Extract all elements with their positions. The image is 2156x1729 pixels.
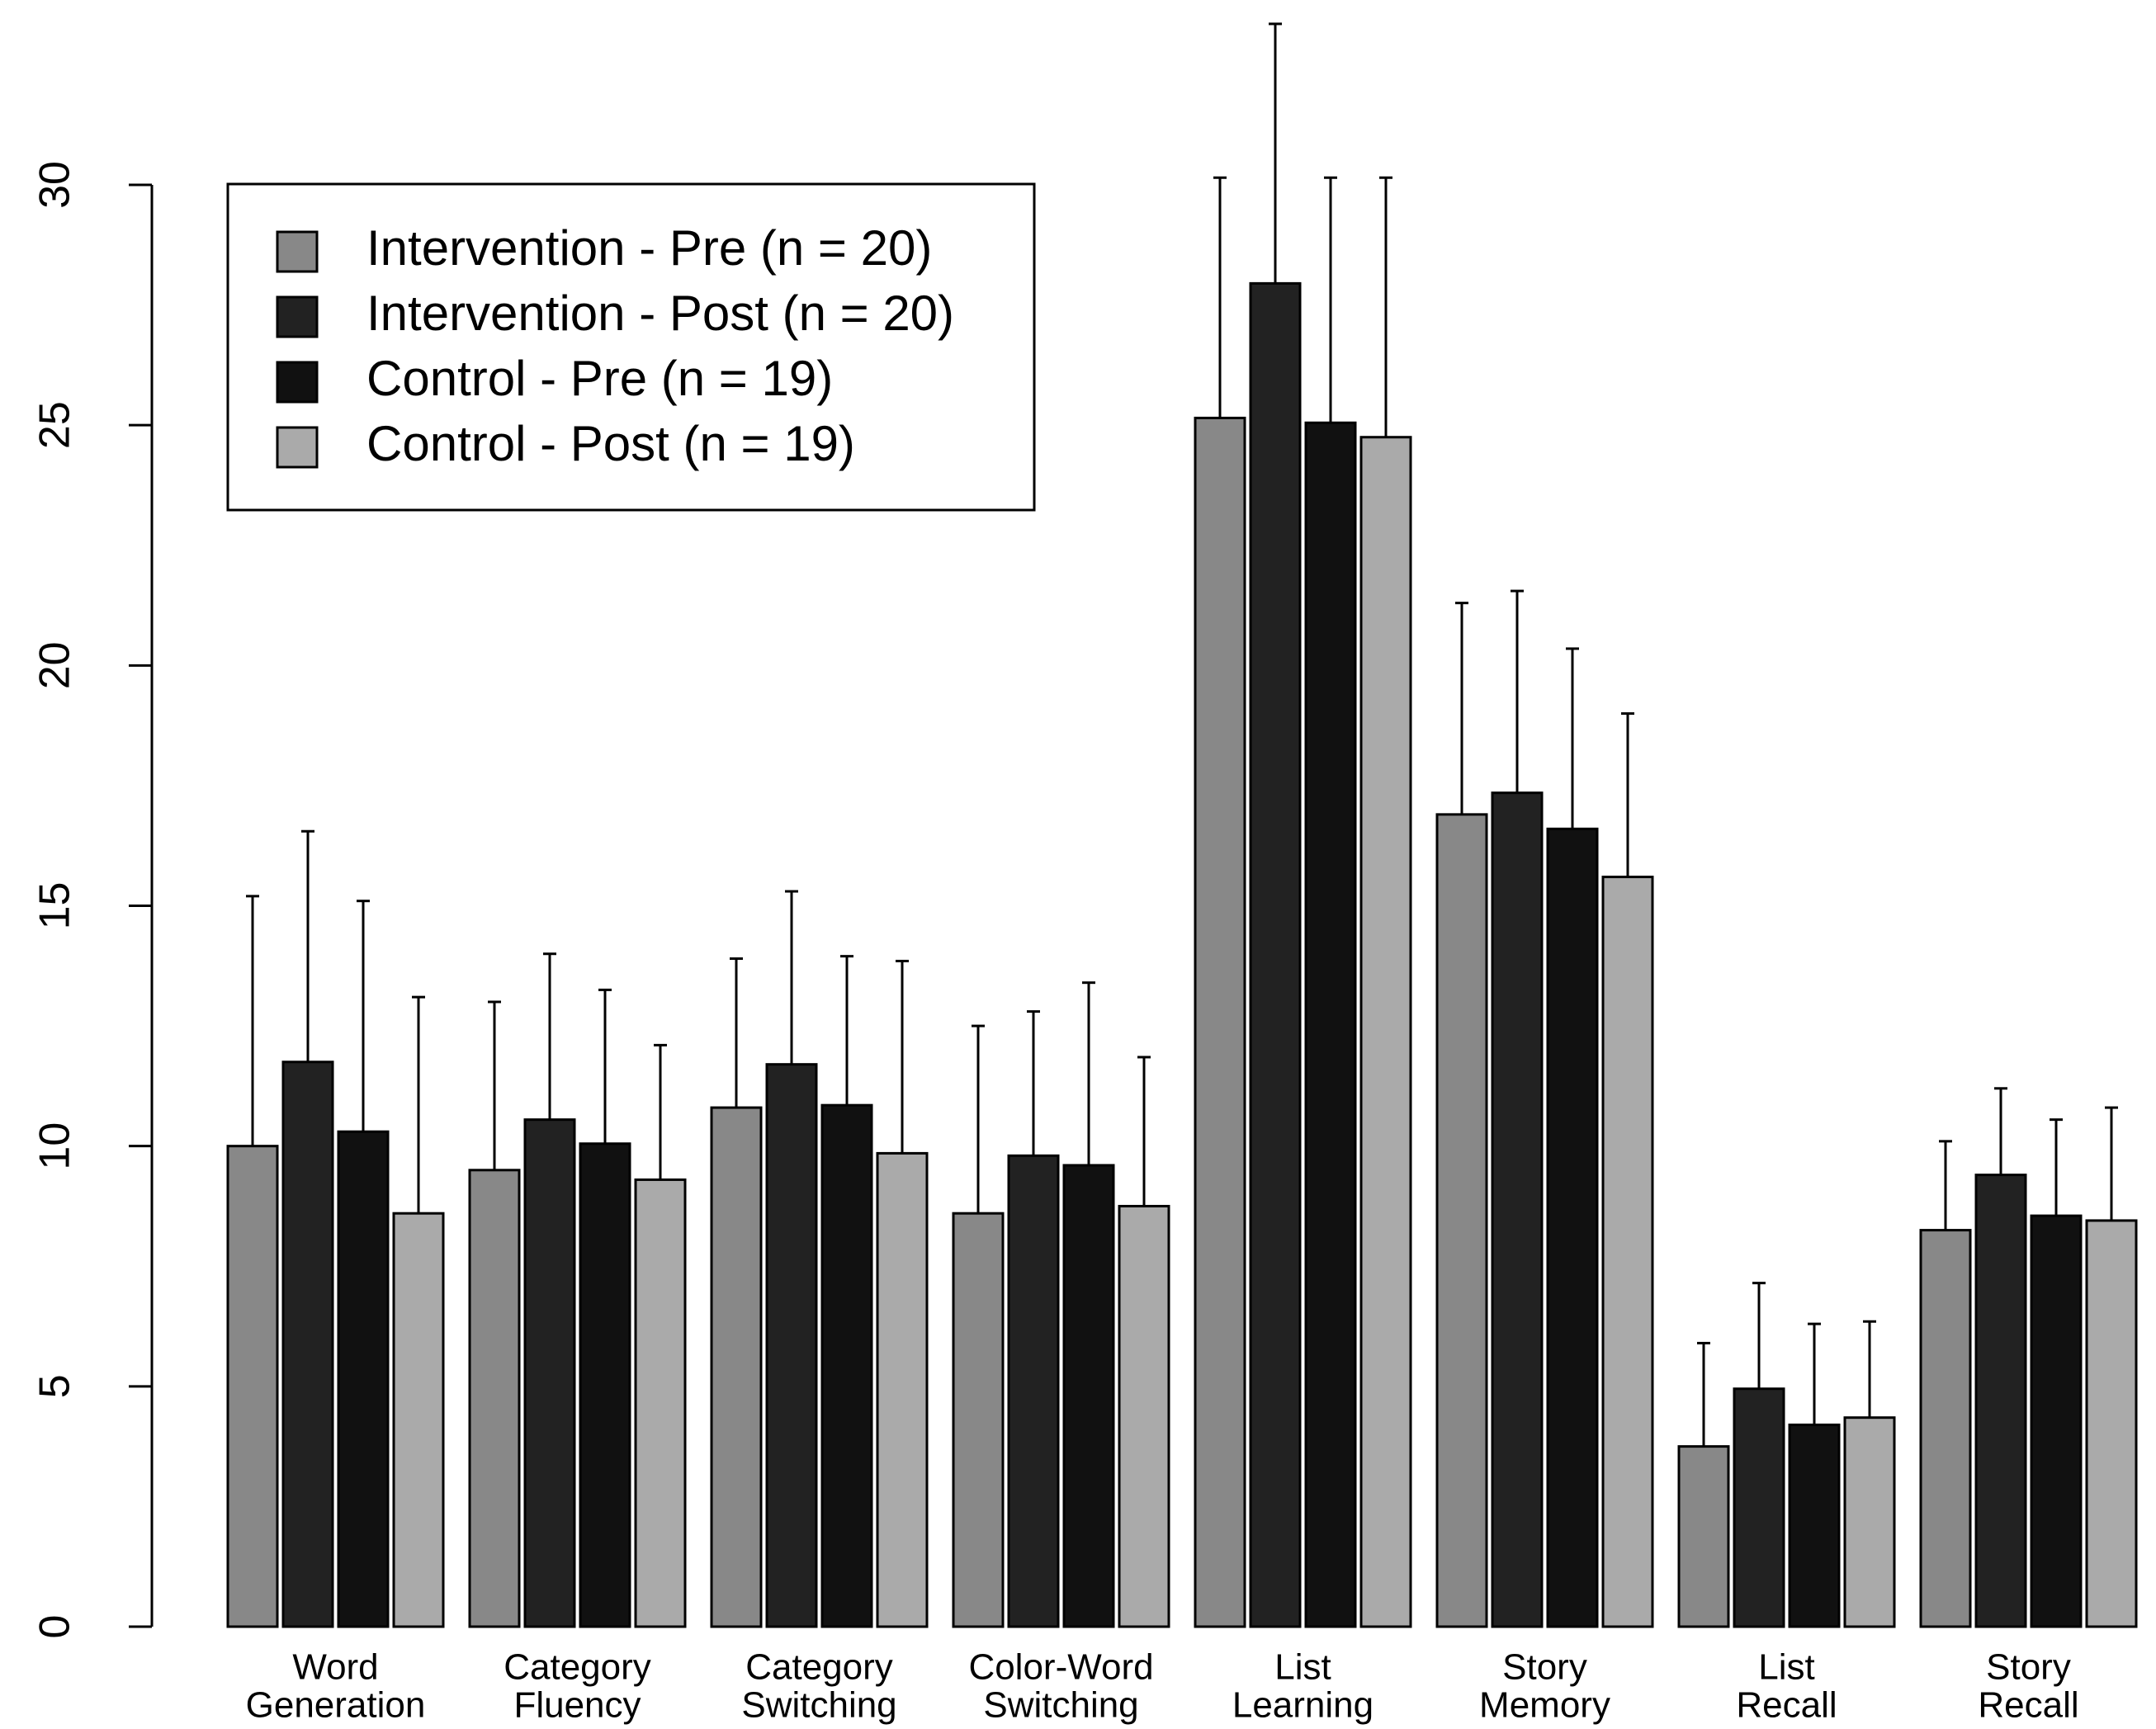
bar xyxy=(1677,1445,1730,1628)
legend-swatch xyxy=(276,361,319,404)
x-tick-label: Switching xyxy=(983,1685,1138,1726)
x-tick-label: Category xyxy=(745,1647,893,1688)
y-tick-label: 20 xyxy=(31,641,79,689)
x-tick-label: Generation xyxy=(246,1685,426,1726)
bar xyxy=(1194,416,1246,1628)
x-tick-label: Category xyxy=(504,1647,651,1688)
y-tick-label: 0 xyxy=(31,1615,79,1639)
x-tick-label: Recall xyxy=(1736,1685,1837,1726)
bar xyxy=(2030,1214,2083,1628)
bar xyxy=(392,1212,445,1628)
legend-label: Control - Post (n = 19) xyxy=(366,416,855,471)
x-tick-label: Learning xyxy=(1232,1685,1374,1726)
x-tick-label: List xyxy=(1274,1647,1331,1688)
y-tick-label: 15 xyxy=(31,882,79,930)
bar xyxy=(523,1118,576,1628)
y-tick-label: 25 xyxy=(31,401,79,449)
bar xyxy=(1546,827,1599,1628)
bar xyxy=(1435,813,1488,1628)
x-tick-label: Recall xyxy=(1978,1685,2078,1726)
x-tick-label: Switching xyxy=(741,1685,896,1726)
bar xyxy=(337,1130,390,1628)
legend-swatch xyxy=(276,295,319,338)
bar xyxy=(1974,1174,2027,1628)
legend-label: Intervention - Pre (n = 20) xyxy=(366,220,932,276)
bar xyxy=(226,1145,279,1628)
y-tick-label: 30 xyxy=(31,161,79,209)
x-tick-label: Memory xyxy=(1479,1685,1610,1726)
legend-box xyxy=(226,182,1036,512)
x-tick-label: List xyxy=(1758,1647,1814,1688)
bar xyxy=(1007,1154,1060,1628)
bar xyxy=(876,1151,929,1628)
bar xyxy=(1062,1164,1115,1628)
bar xyxy=(765,1063,818,1628)
y-tick-label: 5 xyxy=(31,1374,79,1398)
legend-swatch xyxy=(276,230,319,273)
bar xyxy=(634,1178,687,1628)
bar xyxy=(1118,1204,1170,1628)
bar xyxy=(710,1106,763,1628)
y-tick-label: 10 xyxy=(31,1122,79,1170)
x-tick-label: Story xyxy=(1986,1647,2071,1688)
bar xyxy=(1304,421,1357,1628)
bar xyxy=(952,1212,1005,1628)
bar xyxy=(820,1103,873,1628)
x-tick-label: Color-Word xyxy=(968,1647,1153,1688)
bar xyxy=(1843,1416,1896,1628)
bar xyxy=(1249,281,1302,1628)
bar xyxy=(1733,1387,1785,1628)
legend-swatch xyxy=(276,426,319,469)
legend-label: Control - Pre (n = 19) xyxy=(366,351,833,406)
bar xyxy=(2085,1219,2138,1628)
bar xyxy=(1919,1229,1972,1628)
bar xyxy=(579,1142,631,1628)
bar xyxy=(468,1169,521,1628)
legend-label: Intervention - Post (n = 20) xyxy=(366,286,954,341)
x-tick-label: Story xyxy=(1502,1647,1587,1688)
bar xyxy=(1788,1423,1841,1628)
x-tick-label: Word xyxy=(292,1647,378,1688)
bar xyxy=(1601,876,1654,1628)
bar xyxy=(281,1061,334,1628)
bar xyxy=(1491,791,1544,1628)
bar xyxy=(1359,436,1412,1628)
x-tick-label: Fluency xyxy=(513,1685,641,1726)
